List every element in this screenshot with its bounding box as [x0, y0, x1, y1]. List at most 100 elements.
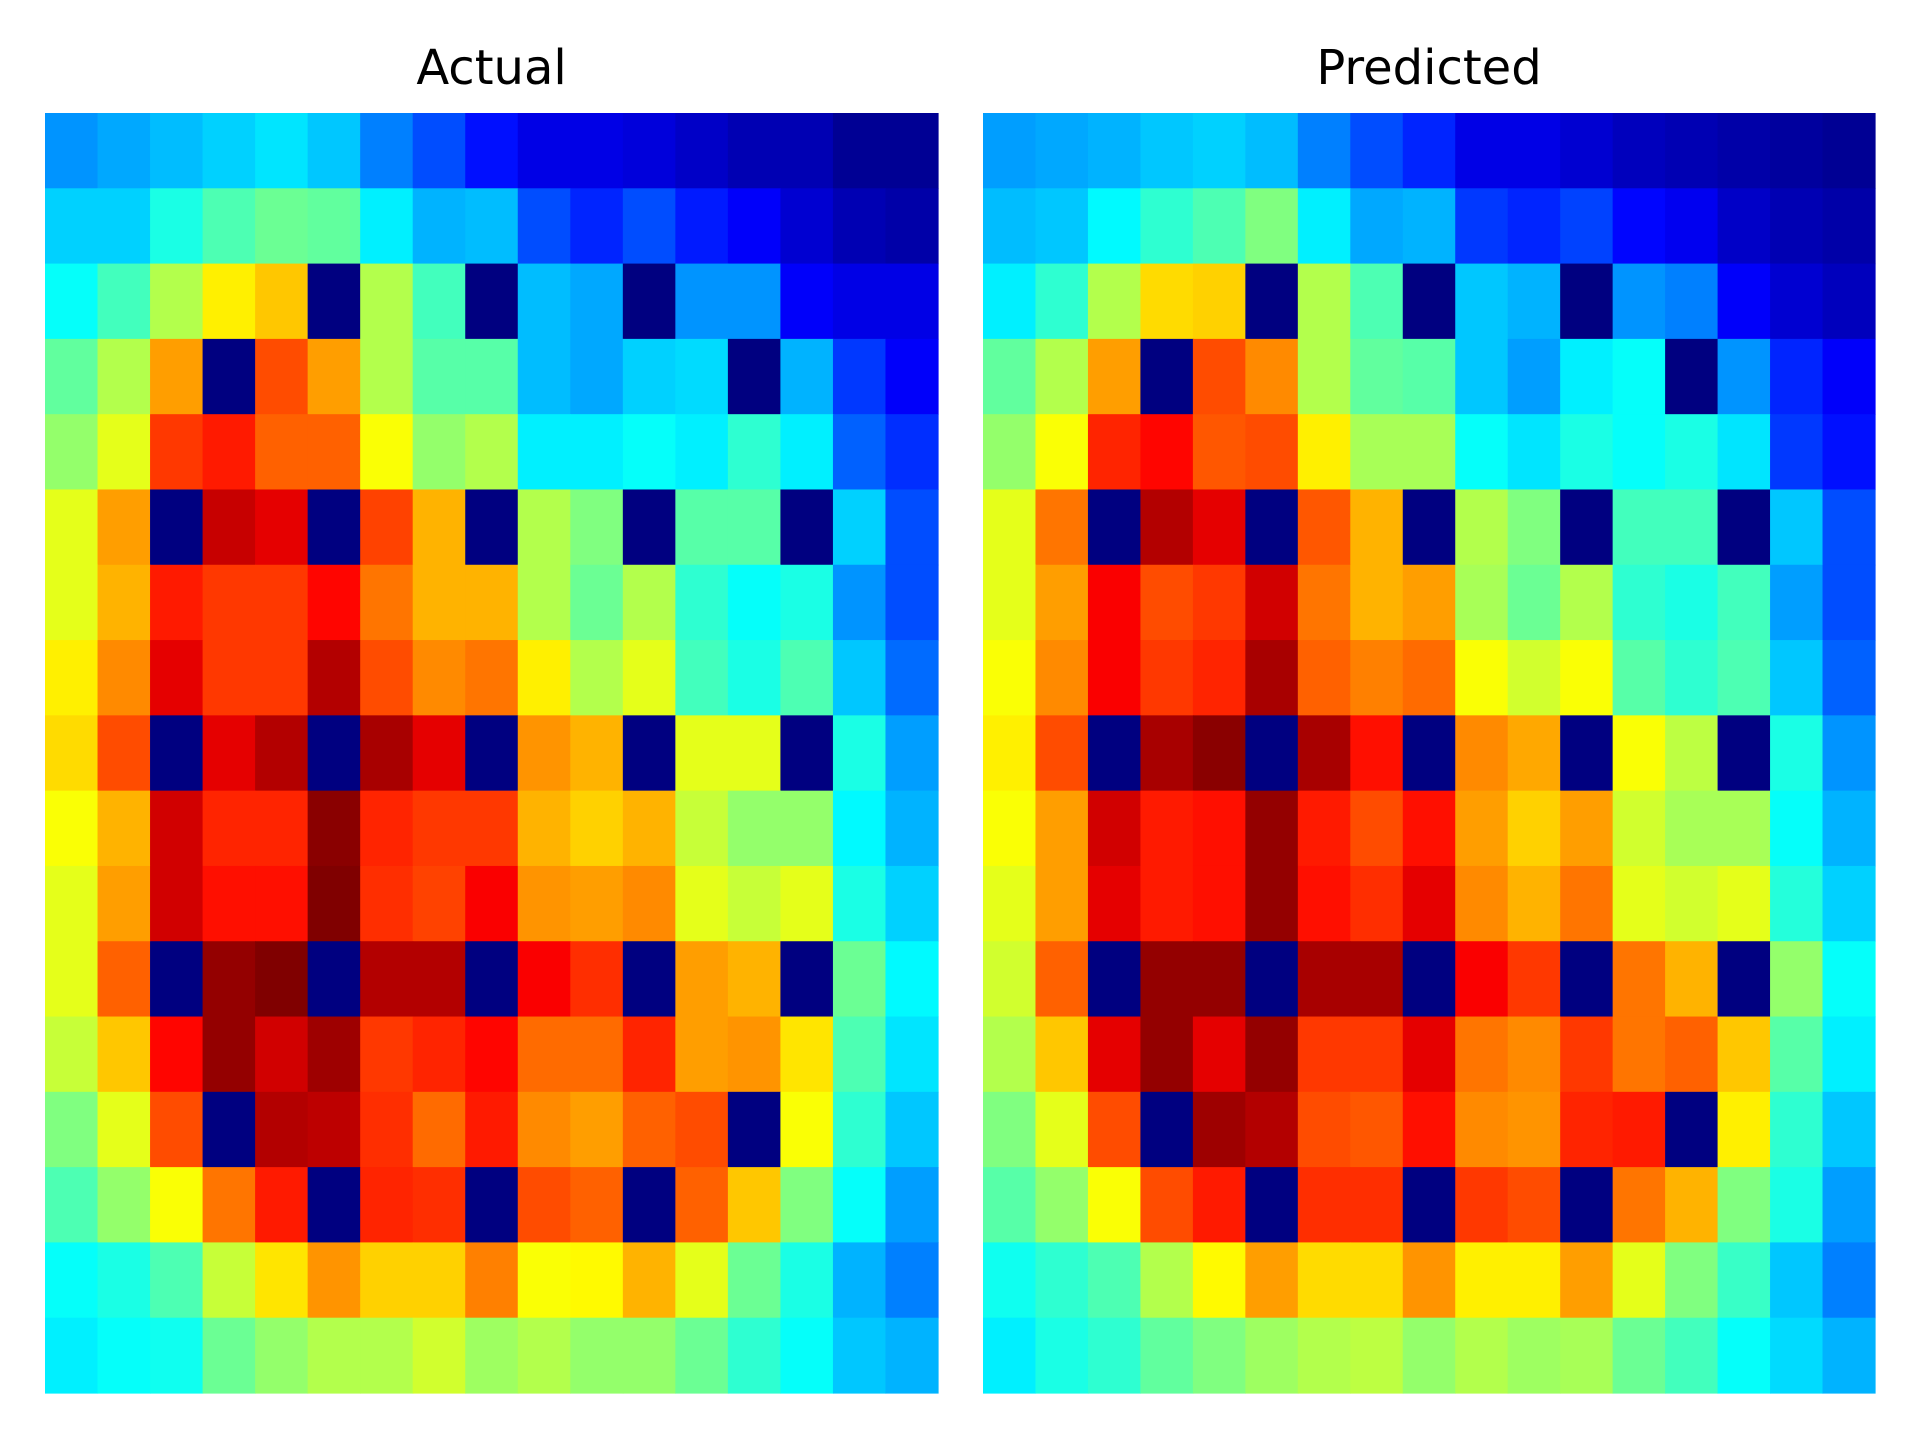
heatmap-cell	[1402, 1016, 1456, 1093]
heatmap-cell	[1192, 263, 1246, 340]
heatmap-cell	[1770, 1091, 1824, 1168]
heatmap-cell	[1350, 715, 1404, 792]
heatmap-cell	[1717, 564, 1771, 641]
heatmap-cell	[1507, 941, 1561, 1018]
heatmap-cell	[1192, 414, 1246, 491]
heatmap-cell	[1350, 865, 1404, 942]
heatmap-cell	[202, 790, 256, 867]
heatmap-cell	[1087, 715, 1142, 792]
heatmap-cell	[1245, 640, 1299, 716]
heatmap-cell	[1350, 1167, 1404, 1244]
heatmap-cell	[1035, 715, 1089, 792]
heatmap-cell	[412, 640, 466, 716]
heatmap-cell	[1560, 1016, 1614, 1093]
heatmap-cell	[1455, 263, 1509, 340]
heatmap-cell	[465, 790, 519, 867]
heatmap-cell	[1297, 414, 1351, 491]
heatmap-cell	[1455, 865, 1509, 942]
heatmap-cell	[675, 338, 729, 415]
heatmap-cell	[1507, 564, 1561, 641]
heatmap-cell	[1612, 263, 1666, 340]
heatmap-cell	[360, 188, 414, 265]
heatmap-cell	[983, 1167, 1037, 1244]
heatmap-cell	[360, 640, 414, 716]
heatmap-cell	[1140, 1091, 1194, 1168]
heatmap-cell	[983, 263, 1037, 340]
panel-title: Actual	[416, 40, 566, 96]
panel-title: Predicted	[1316, 40, 1541, 96]
heatmap-cell	[1402, 1242, 1456, 1319]
heatmap-cell	[1717, 790, 1771, 867]
heatmap-cell	[832, 640, 887, 716]
heatmap-cell	[1507, 790, 1561, 867]
heatmap-cell	[1455, 1242, 1509, 1319]
heatmap-cell	[1087, 564, 1142, 641]
heatmap-cell	[255, 489, 309, 566]
heatmap-cell	[1665, 1016, 1719, 1093]
heatmap-cell	[1245, 1317, 1299, 1394]
heatmap-cell	[1140, 790, 1194, 867]
heatmap-cell	[1612, 640, 1666, 716]
heatmap-cell	[1035, 1091, 1089, 1168]
heatmap-cell	[832, 113, 887, 189]
heatmap-cell	[1455, 414, 1509, 491]
heatmap-cell	[570, 263, 624, 340]
heatmap-cell	[1087, 1167, 1142, 1244]
heatmap-cell	[360, 865, 414, 942]
heatmap-cell	[1770, 188, 1824, 265]
heatmap-cell	[1297, 941, 1351, 1018]
heatmap-cell	[983, 941, 1037, 1018]
heatmap-cell	[97, 1091, 151, 1168]
heatmap-cell	[1402, 338, 1456, 415]
heatmap-cell	[45, 263, 99, 340]
heatmap-cell	[832, 1016, 887, 1093]
heatmap-cell	[1035, 338, 1089, 415]
heatmap-cell	[412, 865, 466, 942]
heatmap-cell	[1717, 1091, 1771, 1168]
heatmap-cell	[570, 564, 624, 641]
heatmap-cell	[1822, 1317, 1876, 1394]
heatmap-cell	[1087, 1016, 1142, 1093]
heatmap-cell	[832, 188, 887, 265]
heatmap-cell	[307, 1317, 361, 1394]
heatmap-cell	[780, 188, 834, 265]
heatmap-cell	[622, 338, 676, 415]
heatmap-cell	[360, 489, 414, 566]
heatmap-cell	[727, 640, 782, 716]
heatmap-cell	[622, 414, 676, 491]
heatmap-cell	[150, 941, 204, 1018]
heatmap-cell	[1087, 113, 1142, 189]
heatmap-cell	[983, 414, 1037, 491]
heatmap-cell	[1612, 1091, 1666, 1168]
heatmap-cell	[1350, 1091, 1404, 1168]
heatmap-cell	[1350, 941, 1404, 1018]
heatmap-cell	[1507, 414, 1561, 491]
heatmap-cell	[255, 263, 309, 340]
heatmap-cell	[1035, 188, 1089, 265]
heatmap-cell	[45, 1091, 99, 1168]
heatmap-cell	[465, 715, 519, 792]
heatmap-cell	[255, 113, 309, 189]
heatmap-cell	[255, 338, 309, 415]
heatmap-cell	[622, 263, 676, 340]
heatmap-cell	[517, 790, 571, 867]
heatmap-cell	[465, 113, 519, 189]
heatmap-cell	[150, 1317, 204, 1394]
heatmap-cell	[150, 640, 204, 716]
heatmap-cell	[1035, 790, 1089, 867]
heatmap-cell	[1770, 338, 1824, 415]
heatmap-cell	[255, 414, 309, 491]
heatmap-cell	[517, 564, 571, 641]
heatmap-cell	[1717, 1317, 1771, 1394]
heatmap-cell	[675, 113, 729, 189]
heatmap-cell	[517, 1317, 571, 1394]
heatmap-cell	[1245, 263, 1299, 340]
heatmap-cell	[307, 564, 361, 641]
heatmap-cell	[412, 188, 466, 265]
heatmap-cell	[1822, 564, 1876, 641]
heatmap-cell	[1245, 1167, 1299, 1244]
heatmap-cell	[1245, 564, 1299, 641]
heatmap-cell	[1035, 263, 1089, 340]
heatmap-cell	[675, 1242, 729, 1319]
heatmap-cell	[255, 1016, 309, 1093]
